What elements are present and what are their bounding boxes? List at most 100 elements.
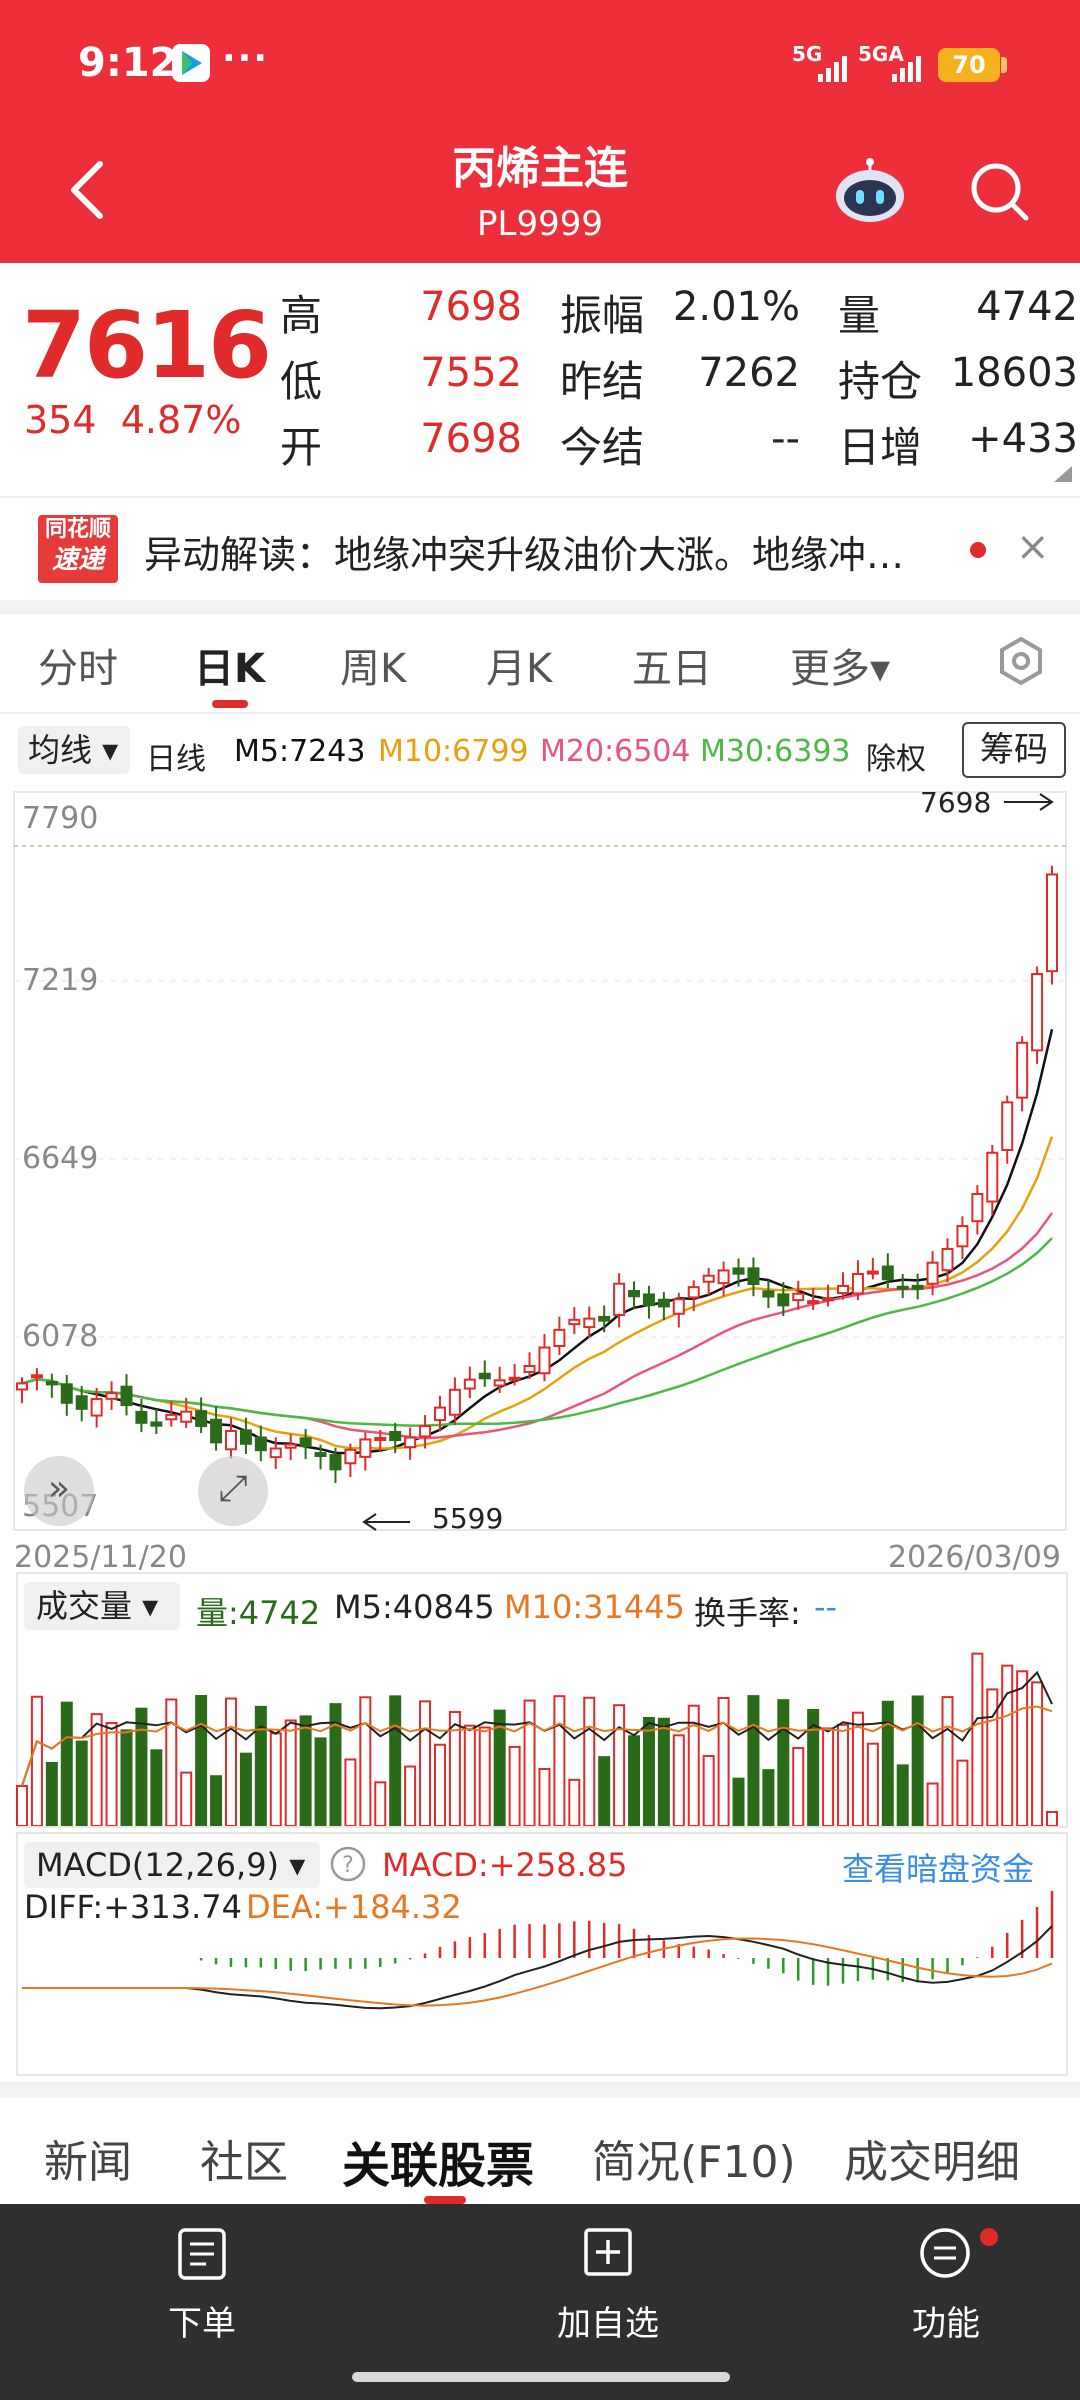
back-arrow-icon[interactable] (64, 160, 112, 220)
volume-bar (881, 1700, 894, 1826)
volume-bar (359, 1696, 372, 1826)
help-icon[interactable]: ? (330, 1846, 366, 1882)
candle-body (971, 1192, 984, 1223)
fullscreen-icon[interactable]: ⤢ (198, 1456, 268, 1526)
volume-bar (180, 1771, 193, 1826)
volume-bar (986, 1688, 999, 1826)
candle-body (284, 1443, 297, 1449)
kline-chart[interactable]: 7698 5599 7790 7219 6649 6078 5507 (0, 786, 1080, 1536)
candle-body (135, 1410, 148, 1424)
tab-daily-k[interactable]: 日K (194, 646, 265, 692)
quote-label: 高 (280, 291, 323, 340)
menu-circle-icon[interactable] (918, 2226, 972, 2280)
place-order-button[interactable]: 下单 (168, 2304, 236, 2344)
news-headline[interactable]: 异动解读：地缘冲突升级油价大涨。地缘冲… (144, 533, 905, 577)
corner-expand-icon[interactable] (1054, 466, 1072, 482)
functions-button[interactable]: 功能 (912, 2304, 980, 2344)
candle-body (568, 1318, 581, 1326)
tab-weekly-k[interactable]: 周K (340, 646, 407, 692)
turnover-value: -- (814, 1588, 838, 1626)
volume-bar (165, 1698, 178, 1826)
candle-body (359, 1438, 372, 1458)
volume-selector[interactable]: 成交量 ▾ (24, 1582, 180, 1630)
status-more-dots: ··· (222, 38, 270, 79)
volume-bar (433, 1743, 446, 1826)
period-label: 日线 (146, 742, 206, 777)
quote-value: 7698 (420, 284, 522, 330)
add-watchlist-button[interactable]: 加自选 (557, 2304, 659, 2344)
macd-panel (16, 1832, 1068, 2076)
quote-value: 7698 (420, 416, 522, 462)
order-icon[interactable] (176, 2226, 228, 2282)
candle-body (956, 1225, 969, 1248)
candle-body (1046, 873, 1058, 973)
battery-tip (1001, 57, 1007, 73)
ma10-value: M10:6799 (378, 734, 529, 769)
logo-line2: 速递 (51, 545, 104, 575)
tab-related-stocks[interactable]: 关联股票 (342, 2138, 535, 2194)
tab-intraday[interactable]: 分时 (38, 646, 118, 692)
volume-bar (374, 1781, 387, 1826)
candle-body (792, 1292, 805, 1302)
macd-selector[interactable]: MACD(12,26,9) ▾ (24, 1842, 320, 1888)
candle-body (747, 1267, 760, 1286)
high-price-marker: 7698 (920, 786, 991, 819)
search-icon[interactable] (968, 160, 1032, 224)
volume-bar (553, 1695, 566, 1826)
close-icon[interactable]: × (1016, 524, 1050, 570)
ma-selector[interactable]: 均线 ▾ (18, 726, 130, 774)
logo-line1: 同花顺 (44, 517, 111, 542)
volume-bar (493, 1709, 506, 1826)
volume-bar (1031, 1681, 1044, 1826)
candle-body (150, 1421, 163, 1427)
quote-label: 今结 (560, 423, 645, 472)
volume-bar (1046, 1811, 1058, 1826)
volume-bar (299, 1715, 312, 1826)
expand-forward-button[interactable]: » (24, 1456, 94, 1526)
tab-more[interactable]: 更多▾ (790, 646, 891, 692)
volume-bar (284, 1719, 297, 1826)
adjust-label[interactable]: 除权 (866, 742, 926, 777)
volume-bar (851, 1711, 864, 1826)
candle-body (598, 1315, 611, 1322)
tab-monthly-k[interactable]: 月K (486, 646, 553, 692)
candle-body (553, 1328, 566, 1347)
volume-bar (90, 1713, 103, 1826)
macd-value: MACD:+258.85 (382, 1846, 628, 1884)
tab-five-day[interactable]: 五日 (632, 646, 712, 692)
candle-body (374, 1436, 387, 1441)
tab-trade-details[interactable]: 成交明细 (844, 2137, 1020, 2188)
candle-body (881, 1265, 894, 1281)
add-watchlist-icon[interactable] (582, 2226, 634, 2278)
tab-community[interactable]: 社区 (200, 2137, 288, 2188)
candle-body (732, 1267, 745, 1275)
dea-line (22, 1937, 1053, 2007)
candle-body (180, 1410, 193, 1423)
volume-bar (269, 1732, 282, 1826)
volume-bar (239, 1752, 252, 1826)
dark-pool-link[interactable]: 查看暗盘资金 (842, 1850, 1035, 1888)
candle-body (896, 1285, 909, 1290)
volume-bar (747, 1695, 760, 1826)
tab-f10-profile[interactable]: 简况(F10) (592, 2137, 796, 2188)
dea-value: DEA:+184.32 (246, 1888, 462, 1926)
candle-body (299, 1437, 312, 1448)
quote-value: 7552 (420, 350, 522, 396)
candle-body (90, 1398, 103, 1417)
end-date: 2026/03/09 (888, 1540, 1061, 1575)
candle-body (1031, 973, 1044, 1052)
volume-bar (135, 1707, 148, 1826)
volume-bar (762, 1769, 775, 1826)
candle-body (837, 1284, 850, 1295)
candle-body (926, 1261, 939, 1285)
chip-distribution-button[interactable]: 筹码 (962, 722, 1066, 778)
section-separator (0, 600, 1080, 614)
ai-robot-icon[interactable] (834, 158, 906, 224)
candle-body (30, 1374, 43, 1379)
volume-bar (896, 1764, 909, 1826)
candle-body (986, 1151, 999, 1203)
settings-hex-icon[interactable] (996, 636, 1046, 686)
candle-body (762, 1290, 775, 1298)
candle-body (687, 1286, 700, 1299)
tab-news[interactable]: 新闻 (44, 2137, 132, 2188)
